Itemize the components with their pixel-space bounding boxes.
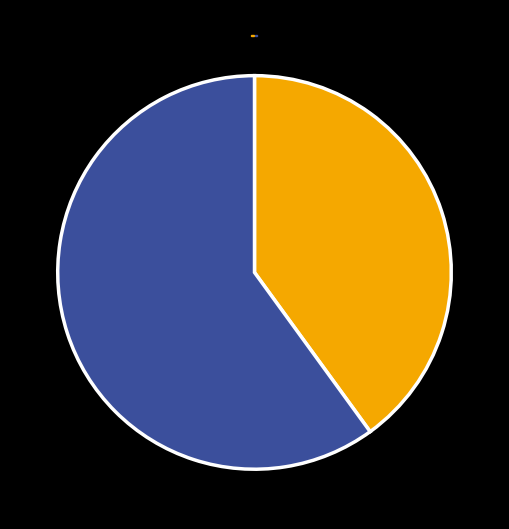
Wedge shape	[58, 76, 370, 469]
Legend: , : ,	[251, 34, 258, 37]
Wedge shape	[254, 76, 451, 432]
